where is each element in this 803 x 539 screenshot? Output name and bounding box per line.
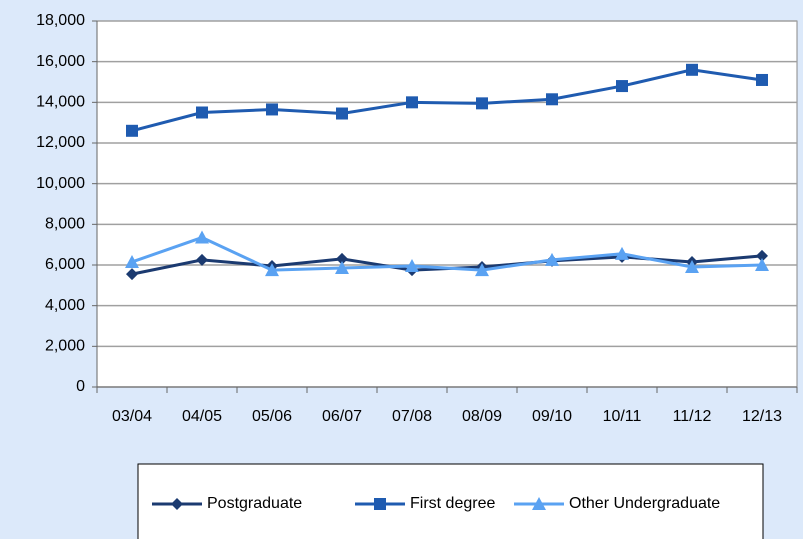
y-tick-label: 6,000 [45,256,85,273]
x-tick-label: 08/09 [462,408,502,425]
legend-label: First degree [410,495,495,512]
marker [616,80,628,93]
marker [546,93,558,106]
x-tick-label: 09/10 [532,408,572,425]
legend-box [137,463,764,539]
x-tick-label: 03/04 [112,408,152,425]
marker [475,263,489,277]
y-tick-label: 12,000 [36,134,85,151]
x-tick-label: 05/06 [252,408,292,425]
marker [195,230,209,244]
marker [265,263,279,277]
y-tick-label: 16,000 [36,53,85,70]
marker [686,63,698,76]
y-tick-label: 8,000 [45,216,85,233]
marker [532,497,546,510]
x-tick-label: 04/05 [182,408,222,425]
marker [545,252,559,266]
marker [336,252,348,265]
marker [405,259,419,273]
x-tick-label: 07/08 [392,408,432,425]
x-tick-label: 12/13 [742,408,782,425]
marker [171,498,183,510]
marker [126,124,138,137]
y-tick-label: 14,000 [36,94,85,111]
series-line [131,235,763,272]
marker [126,268,138,281]
marker [406,96,418,109]
legend-label: Postgraduate [207,495,302,512]
y-tick-label: 0 [76,378,85,395]
x-tick-label: 11/12 [673,408,712,425]
marker [685,260,699,274]
marker [266,103,278,116]
y-tick-label: 2,000 [45,338,85,355]
legend-label: Other Undergraduate [569,495,720,512]
marker [125,254,139,268]
x-tick-label: 10/11 [603,408,642,425]
marker [615,246,629,260]
marker [196,253,208,266]
x-tick-label: 06/07 [322,408,362,425]
marker [374,498,386,510]
plot-area [96,20,798,388]
y-tick-label: 4,000 [45,297,85,314]
marker [335,261,349,275]
marker [196,106,208,119]
marker [336,107,348,120]
y-tick-label: 10,000 [36,175,85,192]
marker [755,258,769,271]
marker [756,249,768,262]
series-line [131,68,763,133]
marker [756,73,768,86]
y-tick-label: 18,000 [36,12,85,29]
marker [476,97,488,110]
